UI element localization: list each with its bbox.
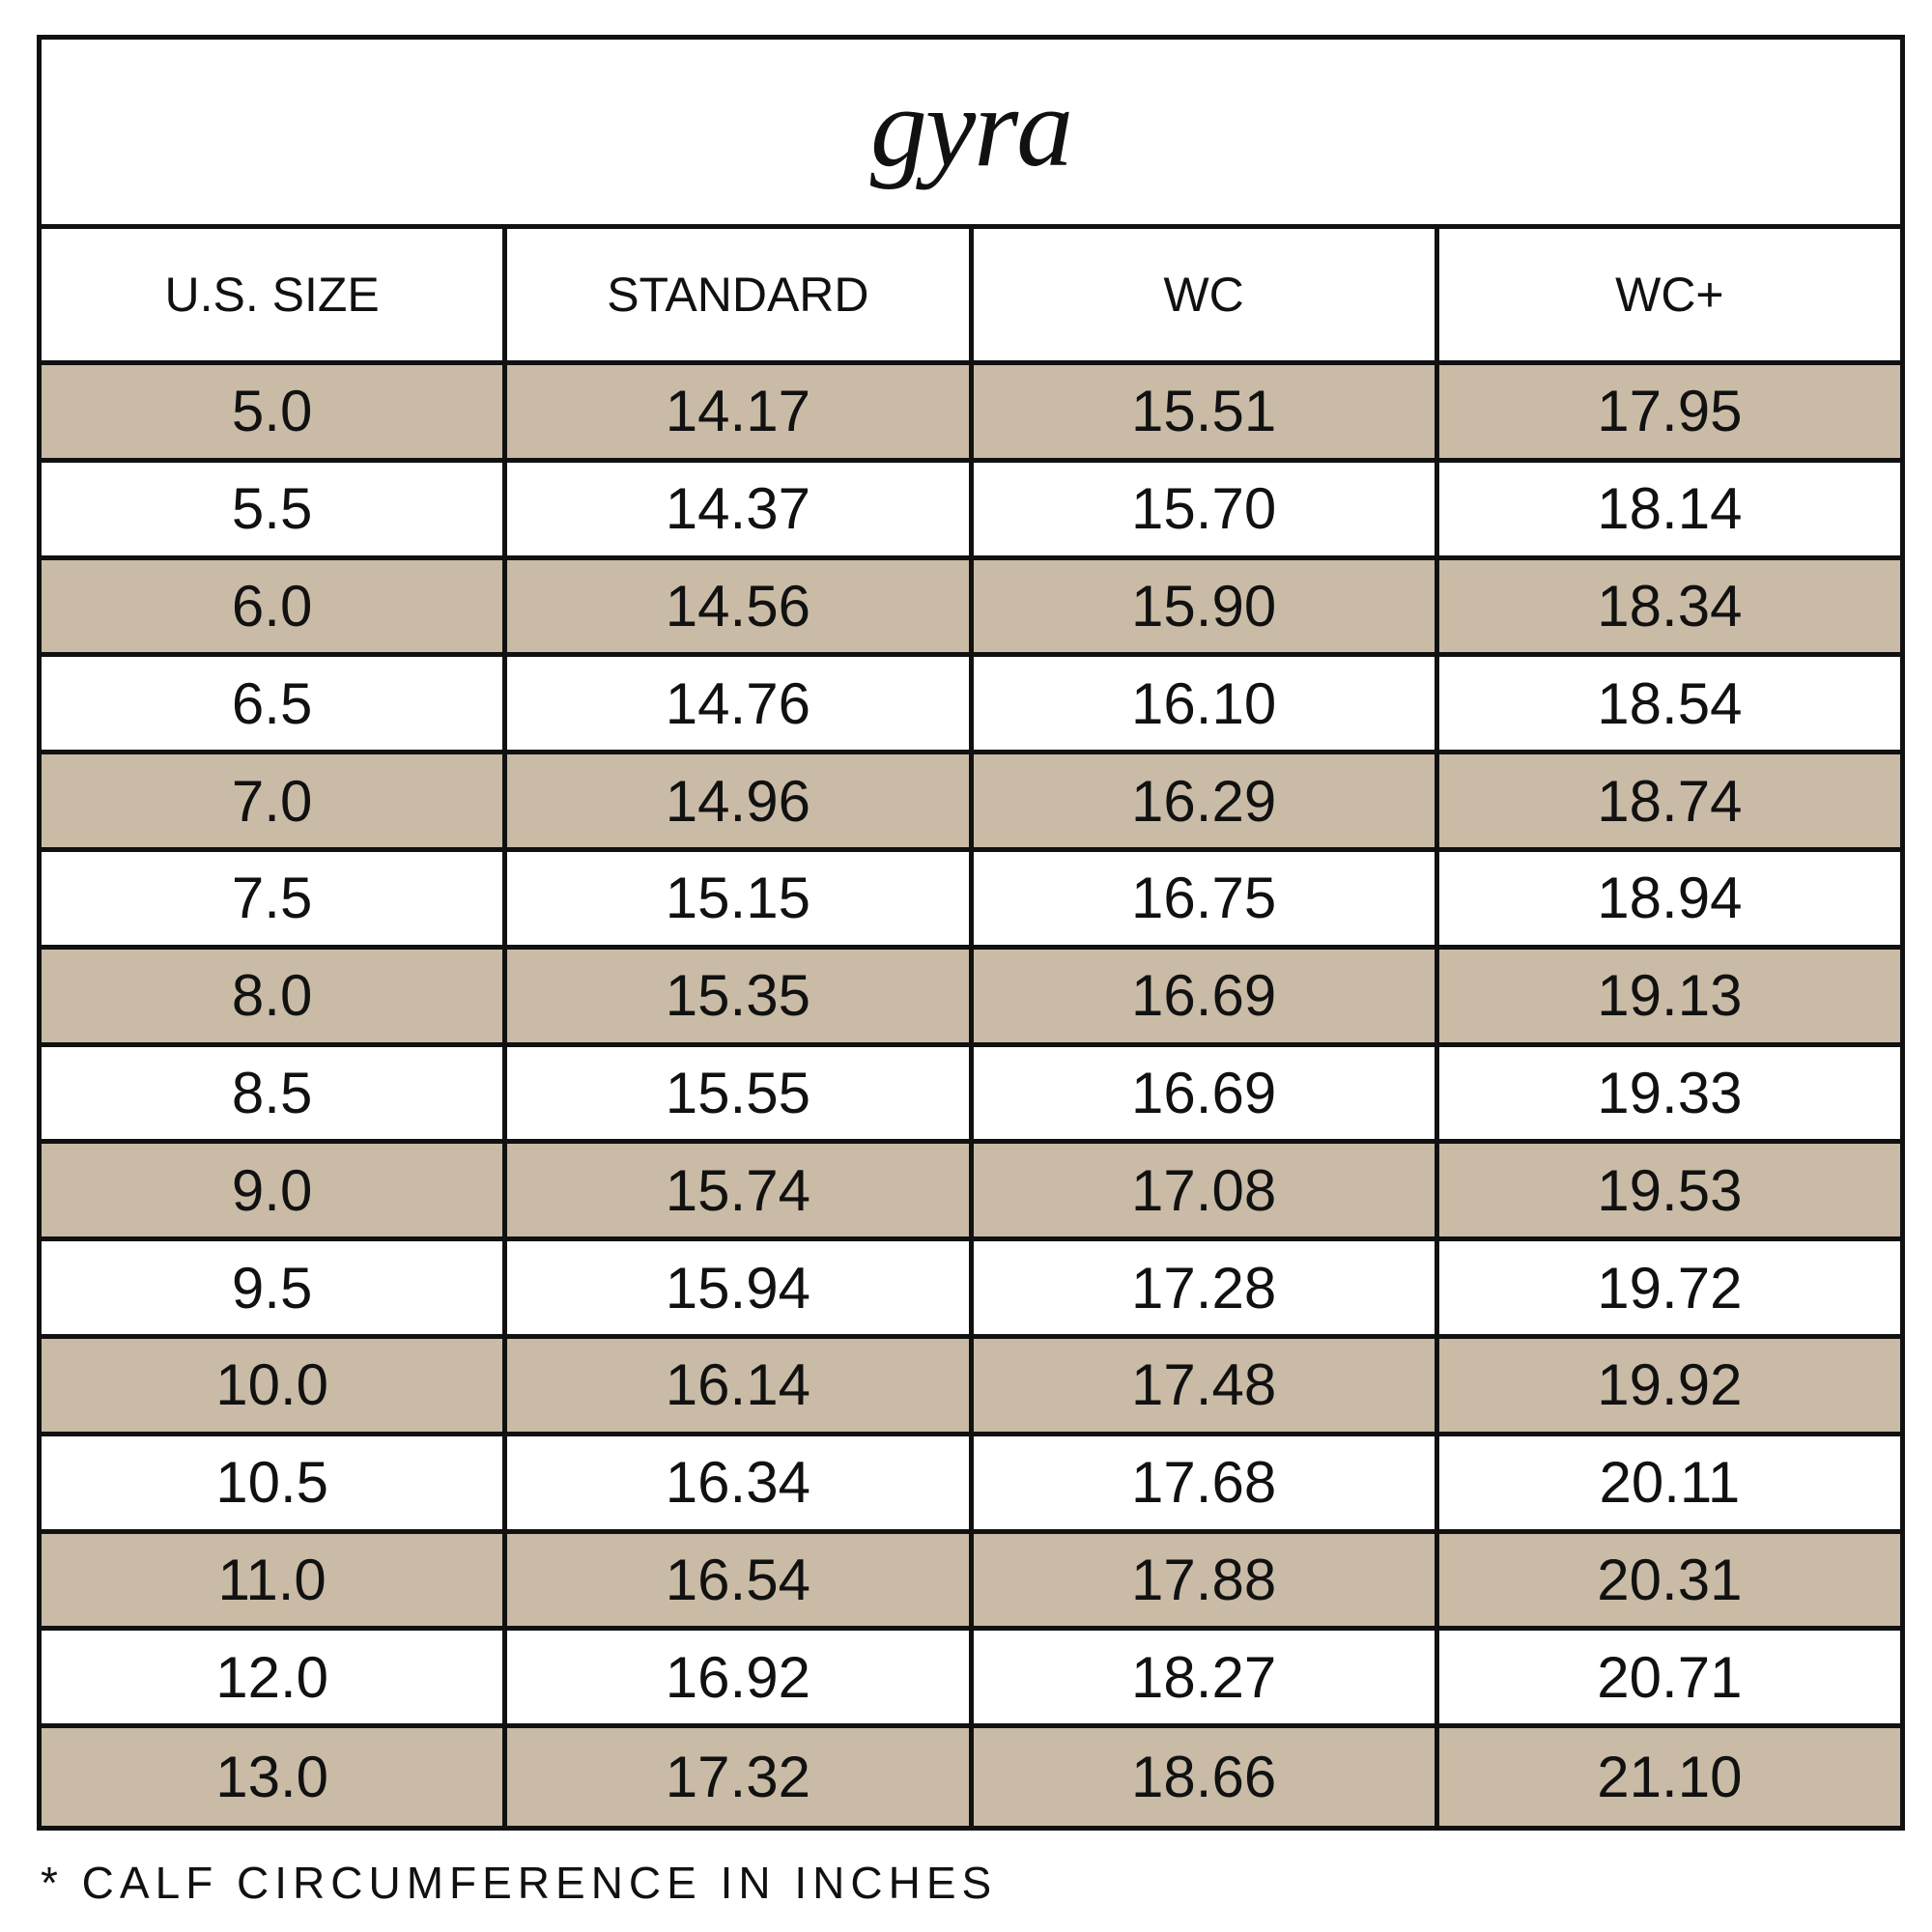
cell-standard: 14.17 [507, 365, 974, 458]
cell-wc: 15.90 [973, 559, 1439, 653]
cell-wc: 16.10 [974, 657, 1439, 751]
header-us-size: U.S. SIZE [42, 229, 508, 360]
table-row: 10.5 16.34 17.68 20.11 [42, 1435, 1900, 1534]
table-row: 13.0 17.32 18.66 21.10 [42, 1728, 1900, 1826]
cell-standard: 16.34 [507, 1435, 974, 1529]
cell-wc-plus: 18.54 [1597, 670, 1743, 736]
cell-wc-plus: 19.72 [1597, 1255, 1743, 1321]
cell-wc-plus: 19.33 [1597, 1060, 1743, 1125]
cell-wc: 17.88 [973, 1533, 1439, 1627]
cell-standard: 15.55 [507, 1046, 974, 1140]
cell-us-size: 13.0 [42, 1728, 508, 1826]
cell-wc: 16.69 [973, 949, 1439, 1042]
table-row: 10.0 16.14 17.48 19.92 [42, 1338, 1900, 1436]
header-row: U.S. SIZE STANDARD WC WC+ [42, 229, 1900, 365]
table-row: 12.0 16.92 18.27 20.71 [42, 1631, 1900, 1729]
cell-wc-plus: 20.11 [1599, 1450, 1741, 1516]
cell-wc-plus: 19.53 [1438, 1144, 1900, 1237]
cell-wc: 17.68 [974, 1435, 1439, 1529]
cell-us-size: 10.0 [42, 1338, 508, 1432]
cell-us-size: 5.5 [42, 462, 508, 555]
cell-wc: 18.27 [974, 1631, 1439, 1724]
cell-wc-plus: 19.13 [1438, 949, 1900, 1042]
table-row: 6.5 14.76 16.10 18.54 [42, 657, 1900, 755]
header-standard: STANDARD [507, 229, 974, 360]
cell-us-size: 5.0 [42, 365, 508, 458]
cell-us-size: 8.5 [42, 1046, 508, 1140]
table-row: 7.5 15.15 16.75 18.94 [42, 851, 1900, 950]
cell-wc: 17.48 [973, 1338, 1439, 1432]
cell-standard: 15.74 [507, 1144, 974, 1237]
cell-us-size: 9.0 [42, 1144, 508, 1237]
cell-us-size: 9.5 [42, 1241, 508, 1334]
cell-standard: 15.15 [507, 851, 974, 945]
cell-us-size: 7.0 [42, 754, 508, 847]
cell-wc: 17.08 [973, 1144, 1439, 1237]
cell-wc: 16.29 [973, 754, 1439, 847]
cell-standard: 16.54 [507, 1533, 974, 1627]
cell-us-size: 8.0 [42, 949, 508, 1042]
header-wc-plus: WC+ [1615, 268, 1724, 322]
cell-wc: 17.28 [974, 1241, 1439, 1334]
cell-wc-plus: 18.34 [1438, 559, 1900, 653]
cell-standard: 14.96 [507, 754, 974, 847]
table-row: 9.5 15.94 17.28 19.72 [42, 1241, 1900, 1339]
cell-us-size: 6.5 [42, 657, 508, 751]
cell-us-size: 6.0 [42, 559, 508, 653]
cell-wc: 15.51 [973, 365, 1439, 458]
cell-wc-plus: 20.31 [1438, 1533, 1900, 1627]
brand-title: gyra [42, 40, 1900, 229]
cell-standard: 16.14 [507, 1338, 974, 1432]
cell-wc: 15.70 [974, 462, 1439, 555]
cell-standard: 15.94 [507, 1241, 974, 1334]
cell-us-size: 11.0 [42, 1533, 508, 1627]
cell-standard: 14.37 [507, 462, 974, 555]
table-row: 6.0 14.56 15.90 18.34 [42, 559, 1900, 658]
header-wc: WC [974, 229, 1439, 360]
footnote: * CALF CIRCUMFERENCE IN INCHES [41, 1858, 998, 1908]
table-row: 5.5 14.37 15.70 18.14 [42, 462, 1900, 560]
cell-wc: 18.66 [973, 1728, 1439, 1826]
cell-standard: 14.76 [507, 657, 974, 751]
cell-standard: 17.32 [507, 1728, 974, 1826]
cell-us-size: 12.0 [42, 1631, 508, 1724]
cell-wc-plus: 17.95 [1438, 365, 1900, 458]
cell-wc-plus: 20.71 [1597, 1644, 1743, 1710]
cell-wc-plus: 18.74 [1438, 754, 1900, 847]
cell-wc-plus: 21.10 [1438, 1728, 1900, 1826]
table-row: 7.0 14.96 16.29 18.74 [42, 754, 1900, 852]
table-row: 8.0 15.35 16.69 19.13 [42, 949, 1900, 1047]
cell-wc-plus: 18.94 [1597, 866, 1743, 931]
table-row: 8.5 15.55 16.69 19.33 [42, 1046, 1900, 1145]
cell-standard: 16.92 [507, 1631, 974, 1724]
cell-wc: 16.69 [974, 1046, 1439, 1140]
cell-standard: 14.56 [507, 559, 974, 653]
cell-wc-plus: 19.92 [1438, 1338, 1900, 1432]
table-row: 9.0 15.74 17.08 19.53 [42, 1144, 1900, 1242]
size-chart-table: gyra U.S. SIZE STANDARD WC WC+ 5.0 14.17 1… [37, 35, 1905, 1831]
cell-wc-plus: 18.14 [1597, 476, 1743, 542]
cell-wc: 16.75 [974, 851, 1439, 945]
cell-us-size: 7.5 [42, 851, 508, 945]
table-row: 5.0 14.17 15.51 17.95 [42, 365, 1900, 463]
cell-us-size: 10.5 [42, 1435, 508, 1529]
table-row: 11.0 16.54 17.88 20.31 [42, 1533, 1900, 1632]
cell-standard: 15.35 [507, 949, 974, 1042]
